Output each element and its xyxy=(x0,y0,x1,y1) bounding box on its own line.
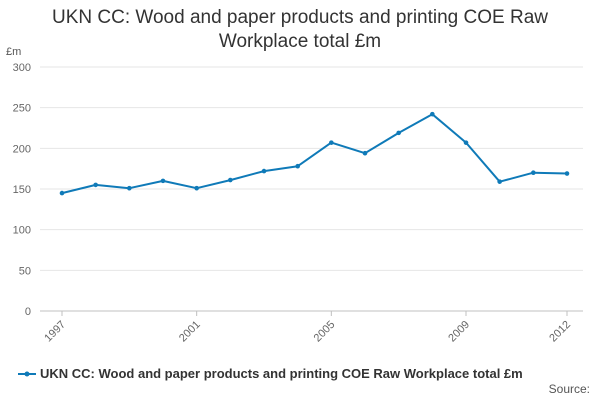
y-axis-unit-label: £m xyxy=(6,46,22,58)
y-tick-label-200: 200 xyxy=(13,143,31,155)
chart-title: UKN CC: Wood and paper products and prin… xyxy=(0,6,600,54)
data-point-2005 xyxy=(329,140,334,145)
x-tick-label-2005: 2005 xyxy=(312,319,338,345)
data-point-1999 xyxy=(127,185,132,191)
data-point-2008 xyxy=(430,111,435,117)
series-group xyxy=(59,111,570,196)
data-point-2010 xyxy=(497,179,502,184)
x-tick-label-2001: 2001 xyxy=(177,319,203,345)
data-point-2011 xyxy=(531,170,536,176)
data-point-1998 xyxy=(93,182,98,188)
legend-label: UKN CC: Wood and paper products and prin… xyxy=(40,366,523,381)
x-axis: 1997 2001 2005 2009 2012 xyxy=(42,311,573,344)
data-point-2009 xyxy=(463,140,469,145)
data-point-2001 xyxy=(194,185,199,191)
legend[interactable]: UKN CC: Wood and paper products and prin… xyxy=(18,366,523,381)
data-point-2000 xyxy=(160,178,166,184)
y-tick-label-150: 150 xyxy=(13,184,31,196)
data-point-1997 xyxy=(59,190,65,196)
data-point-2004 xyxy=(295,163,300,169)
data-point-2012 xyxy=(564,171,570,176)
chart-title-line-1: UKN CC: Wood and paper products and prin… xyxy=(51,7,548,28)
y-tick-label-0: 0 xyxy=(25,306,31,318)
x-tick-label-1997: 1997 xyxy=(42,319,68,345)
x-tick-label-2012: 2012 xyxy=(547,319,573,345)
data-point-2002 xyxy=(228,177,233,183)
y-axis-tick-labels: 0 50 100 150 200 250 300 xyxy=(13,62,31,318)
gridlines xyxy=(40,66,583,312)
y-tick-label-300: 300 xyxy=(13,62,31,74)
x-tick-label-2009: 2009 xyxy=(446,319,472,345)
data-point-2006 xyxy=(362,150,368,156)
y-tick-label-250: 250 xyxy=(13,103,31,115)
source-label: Source: xyxy=(548,382,590,396)
data-point-2003 xyxy=(261,168,267,174)
y-tick-label-100: 100 xyxy=(13,225,31,237)
legend-swatch-icon xyxy=(18,371,36,376)
data-point-2007 xyxy=(396,130,401,136)
series-line xyxy=(61,113,568,195)
y-tick-label-50: 50 xyxy=(19,265,31,277)
chart-title-line-2: Workplace total £m xyxy=(218,31,382,52)
